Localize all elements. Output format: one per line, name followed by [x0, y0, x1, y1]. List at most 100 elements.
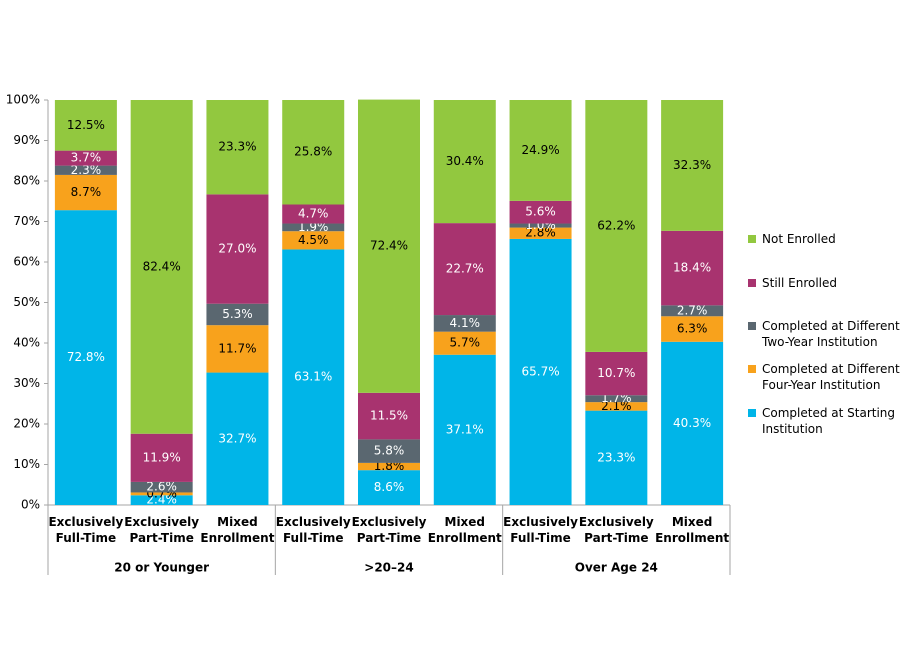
bar-segment [206, 194, 269, 304]
bar-segment [433, 223, 496, 316]
bar-segment [282, 223, 345, 232]
legend-swatch [748, 322, 756, 330]
value-label: 23.3% [218, 140, 256, 154]
x-tick-label: Exclusively Full-Time [48, 515, 123, 545]
x-tick-label: Exclusively Part-Time [352, 515, 427, 545]
y-tick-label: 40% [13, 336, 40, 350]
bar-segment [54, 210, 117, 505]
group-label: Over Age 24 [575, 561, 658, 575]
value-label: 23.3% [597, 450, 635, 464]
value-label: 27.0% [218, 242, 256, 256]
legend-swatch [748, 235, 756, 243]
group-label: 20 or Younger [114, 561, 209, 575]
bar-segment [282, 231, 345, 250]
bar-segment [54, 100, 117, 151]
bar-segment [130, 492, 193, 496]
value-label: 11.5% [370, 409, 408, 423]
value-label: 25.8% [294, 145, 332, 159]
bar-segment [206, 100, 269, 195]
value-label: 11.9% [143, 450, 181, 464]
bar-segment [661, 230, 724, 306]
value-label: 30.4% [446, 154, 484, 168]
bar-segment [509, 223, 572, 228]
value-label: 82.4% [143, 259, 181, 273]
value-label: 2.3% [71, 163, 102, 177]
bar-segment [206, 372, 269, 505]
y-tick-label: 10% [13, 457, 40, 471]
bar-segment [206, 303, 269, 326]
value-label: 22.7% [446, 262, 484, 276]
value-label: 5.3% [222, 307, 253, 321]
value-label: 2.4% [146, 493, 177, 507]
x-tick-label: Mixed Enrollment [428, 515, 502, 545]
value-label: 72.8% [67, 350, 105, 364]
bar-segment [509, 227, 572, 239]
bar-segment [661, 341, 724, 505]
value-label: 10.7% [597, 366, 635, 380]
bar-segment [130, 100, 193, 434]
y-tick-label: 0% [21, 498, 40, 512]
x-tick-label: Exclusively Part-Time [124, 515, 199, 545]
value-label: 18.4% [673, 261, 711, 275]
bar-segment [433, 315, 496, 332]
y-tick-label: 70% [13, 214, 40, 228]
y-tick-label: 80% [13, 174, 40, 188]
bar-segment [130, 481, 193, 493]
bar-segment [358, 99, 420, 393]
x-tick-label: Exclusively Part-Time [579, 515, 654, 545]
bar-segment [585, 100, 648, 352]
legend-swatch [748, 409, 756, 417]
bar-segment [282, 249, 345, 505]
bar-segment [661, 100, 724, 231]
value-label: 11.7% [218, 341, 256, 355]
y-tick-label: 100% [6, 93, 40, 107]
y-tick-label: 50% [13, 295, 40, 309]
value-label: 3.7% [71, 151, 102, 165]
x-tick-label: Exclusively Full-Time [503, 515, 578, 545]
legend-label: Completed at Different Four-Year Institut… [762, 362, 900, 392]
bar-segment [358, 392, 420, 440]
bar-segment [585, 410, 648, 505]
bar-segment [54, 174, 117, 211]
y-tick-label: 90% [13, 133, 40, 147]
bar-segment [358, 439, 420, 463]
value-label: 62.2% [597, 218, 635, 232]
value-label: 2.7% [677, 303, 708, 317]
y-tick-label: 20% [13, 417, 40, 431]
value-label: 2.6% [146, 480, 177, 494]
bar-segment [509, 100, 572, 201]
bar-segment [433, 331, 496, 355]
value-label: 2.8% [525, 226, 556, 240]
legend-label: Still Enrolled [762, 276, 837, 290]
value-label: 8.7% [71, 185, 102, 199]
legend-swatch [748, 279, 756, 287]
bar-segment [433, 354, 496, 505]
bar-segment [206, 325, 269, 373]
bar-segment [585, 402, 648, 411]
bar-segment [509, 238, 572, 506]
x-tick-label: Exclusively Full-Time [276, 515, 351, 545]
bar-segment [585, 351, 648, 396]
bar-segment [585, 395, 648, 403]
bar-segment [130, 433, 193, 482]
value-label: 40.3% [673, 416, 711, 430]
bar-segment [358, 470, 420, 505]
group-label: >20–24 [364, 561, 413, 575]
bar-segment [130, 495, 193, 505]
value-label: 37.1% [446, 422, 484, 436]
legend-label: Not Enrolled [762, 232, 836, 246]
value-label: 5.6% [525, 205, 556, 219]
value-label: 24.9% [521, 143, 559, 157]
bar-segment [358, 462, 420, 471]
bar-segment [282, 204, 345, 224]
value-label: 32.3% [673, 158, 711, 172]
bar-segment [661, 305, 724, 317]
bar-segment [282, 100, 345, 205]
bar-segment [661, 316, 724, 342]
value-label: 12.5% [67, 118, 105, 132]
bar-segment [54, 165, 117, 175]
value-label: 4.1% [450, 316, 481, 330]
legend-swatch [748, 365, 756, 373]
value-label: 5.8% [374, 444, 405, 458]
